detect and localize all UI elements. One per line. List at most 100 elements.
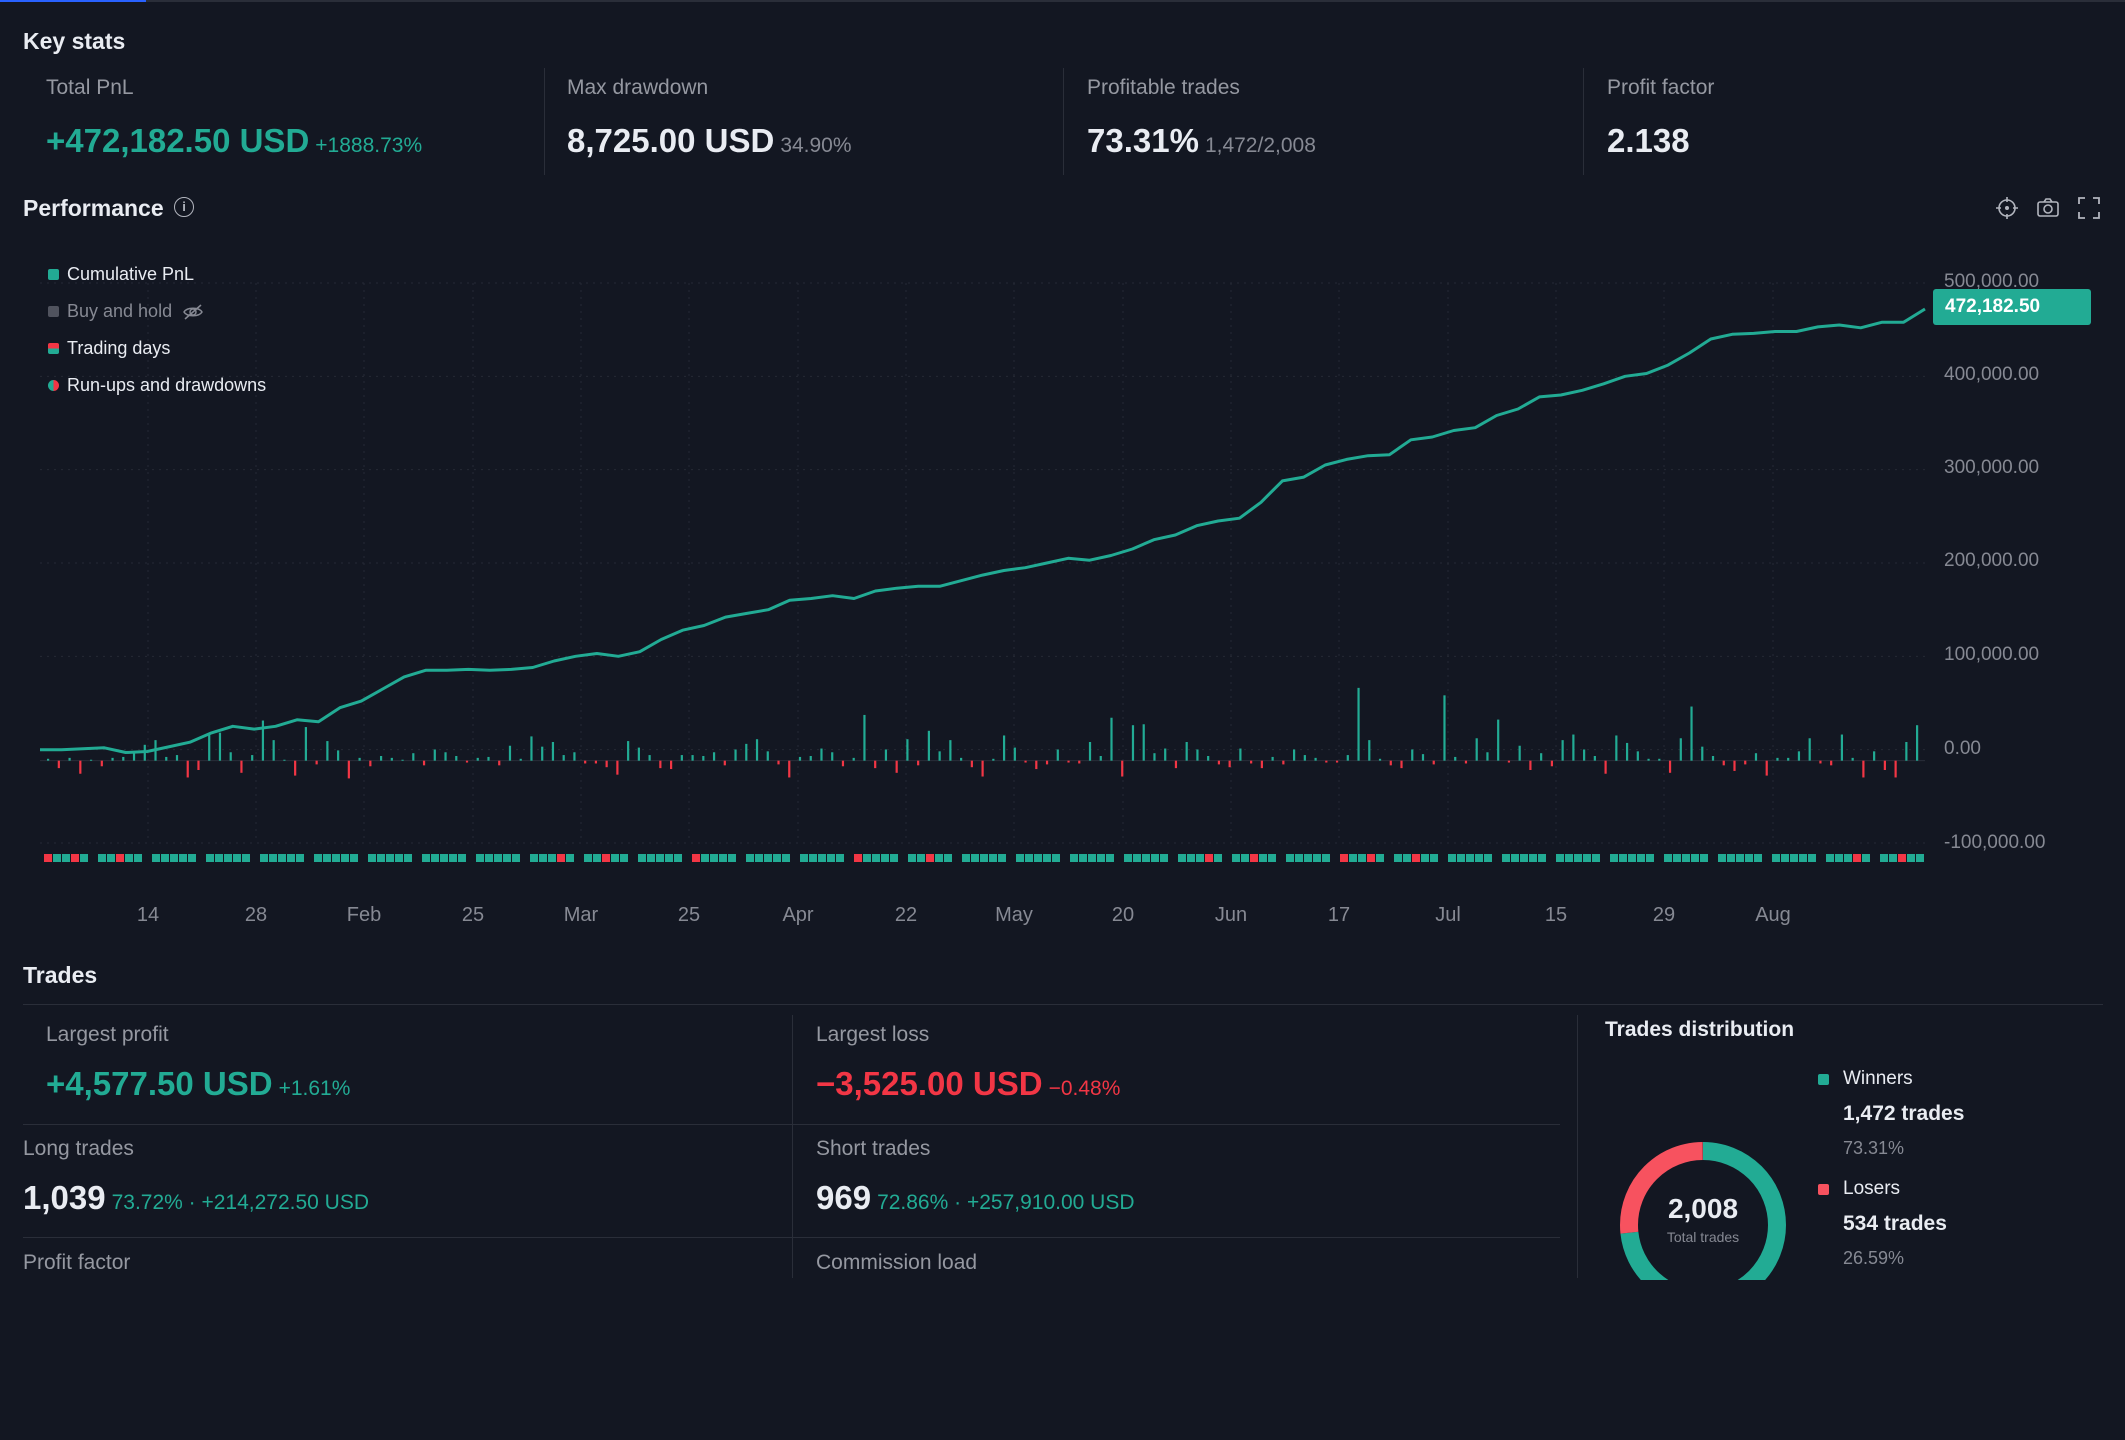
- legend-swatch: [48, 380, 59, 391]
- divider: [23, 1004, 2103, 1005]
- performance-chart[interactable]: [0, 250, 2125, 950]
- trading-day-marker: [674, 854, 682, 862]
- y-tick-label: 0.00: [1944, 738, 1981, 759]
- legend-item-runups-drawdowns[interactable]: Run-ups and drawdowns: [48, 367, 266, 404]
- daily-pnl-bar: [218, 732, 222, 761]
- trading-day-marker: [1250, 854, 1258, 862]
- daily-pnl-bar: [1529, 760, 1532, 770]
- stat-profit-factor: Profit factor 2.138: [1607, 66, 1714, 176]
- trading-day-marker: [422, 854, 430, 862]
- trading-day-marker: [341, 854, 349, 862]
- daily-pnl-bar: [465, 760, 469, 763]
- trading-day-marker: [755, 854, 763, 862]
- trading-day-marker: [1637, 854, 1645, 862]
- trading-day-marker: [1826, 854, 1834, 862]
- daily-pnl-bar: [1368, 740, 1371, 761]
- losers-arc: [1620, 1142, 1786, 1280]
- trading-day-marker: [539, 854, 547, 862]
- daily-pnl-bar: [1507, 760, 1511, 763]
- eye-off-icon[interactable]: [182, 303, 204, 321]
- trading-day-marker: [1466, 854, 1474, 862]
- trading-day-marker: [701, 854, 709, 862]
- trading-day-marker: [1718, 854, 1726, 862]
- daily-pnl-bar: [519, 758, 522, 761]
- daily-pnl-bar: [906, 739, 909, 761]
- trading-day-marker: [1484, 854, 1492, 862]
- daily-pnl-bar: [1346, 755, 1349, 761]
- trading-day-marker: [1178, 854, 1186, 862]
- trading-day-marker: [1727, 854, 1735, 862]
- daily-pnl-bar: [261, 720, 265, 761]
- daily-pnl-bar: [863, 714, 866, 761]
- legend-label: Run-ups and drawdowns: [67, 375, 267, 395]
- trading-day-marker: [260, 854, 268, 862]
- daily-pnl-bar: [723, 760, 726, 766]
- cell-sub: −0.48%: [1048, 1077, 1121, 1100]
- trading-day-marker: [458, 854, 466, 862]
- x-tick-label: Mar: [563, 904, 599, 926]
- legend-item-cumulative-pnl[interactable]: Cumulative PnL: [48, 256, 266, 293]
- trading-day-marker: [872, 854, 880, 862]
- trading-day-marker: [1520, 854, 1528, 862]
- daily-pnl-bar: [1625, 742, 1629, 761]
- daily-pnl-bar: [1260, 760, 1263, 769]
- daily-pnl-bar: [1217, 760, 1221, 765]
- trading-day-marker: [431, 854, 439, 862]
- daily-pnl-bar: [1045, 760, 1049, 765]
- daily-pnl-bar: [100, 760, 103, 767]
- legend-item-trading-days[interactable]: Trading days: [48, 330, 266, 367]
- trading-day-marker: [917, 854, 925, 862]
- trading-day-marker: [1574, 854, 1582, 862]
- daily-pnl-bar: [659, 760, 662, 769]
- daily-pnl-bar: [551, 742, 555, 761]
- divider: [1577, 1015, 1578, 1278]
- trading-day-marker: [1070, 854, 1078, 862]
- cell-value: 1,039: [23, 1179, 106, 1216]
- trading-day-marker: [1349, 854, 1357, 862]
- daily-pnl-bar: [702, 756, 705, 761]
- daily-pnl-bar: [251, 755, 254, 761]
- trading-day-marker: [1907, 854, 1915, 862]
- crosshair-icon[interactable]: [1995, 196, 2019, 220]
- daily-pnl-bar: [369, 760, 372, 767]
- x-tick-label: Apr: [782, 904, 814, 926]
- daily-pnl-bar: [89, 759, 93, 761]
- trading-day-marker: [926, 854, 934, 862]
- trading-day-marker: [296, 854, 304, 862]
- y-tick-label: -100,000.00: [1944, 832, 2046, 853]
- trading-day-marker: [179, 854, 187, 862]
- daily-pnl-bar: [315, 760, 318, 765]
- commission-load-cell: Commission load: [816, 1251, 977, 1275]
- trading-day-marker: [1340, 854, 1348, 862]
- daily-pnl-bar: [670, 760, 673, 770]
- trading-day-marker: [647, 854, 655, 862]
- legend-item-buy-and-hold[interactable]: Buy and hold: [48, 293, 266, 330]
- info-icon[interactable]: i: [174, 197, 194, 217]
- daily-pnl-bar: [1454, 756, 1457, 761]
- daily-pnl-bar: [1486, 752, 1489, 761]
- trades-title: Trades: [23, 962, 98, 988]
- trading-day-marker: [710, 854, 718, 862]
- trading-day-marker: [1916, 854, 1924, 862]
- trading-day-marker: [566, 854, 574, 862]
- daily-pnl-bar: [1797, 751, 1801, 761]
- cumulative-pnl-line: [40, 307, 1926, 754]
- trading-day-marker: [1646, 854, 1654, 862]
- trading-day-marker: [1412, 854, 1420, 862]
- trading-day-marker: [1106, 854, 1114, 862]
- trading-day-marker: [314, 854, 322, 862]
- stat-value: 8,725.00 USD: [567, 122, 775, 159]
- daily-pnl-bar: [1776, 757, 1779, 761]
- daily-pnl-bar: [745, 743, 748, 761]
- trading-day-marker: [1583, 854, 1591, 862]
- trading-day-marker: [71, 854, 79, 862]
- trading-day-marker: [206, 854, 214, 862]
- daily-pnl-bar: [1056, 749, 1059, 761]
- stat-value: 73.31%: [1087, 122, 1199, 159]
- camera-icon[interactable]: [2036, 196, 2060, 220]
- distribution-donut[interactable]: [1613, 1135, 1793, 1280]
- daily-pnl-bar: [1443, 695, 1446, 761]
- daily-pnl-bar: [1335, 760, 1339, 763]
- fullscreen-icon[interactable]: [2077, 196, 2101, 220]
- trading-day-marker: [1790, 854, 1798, 862]
